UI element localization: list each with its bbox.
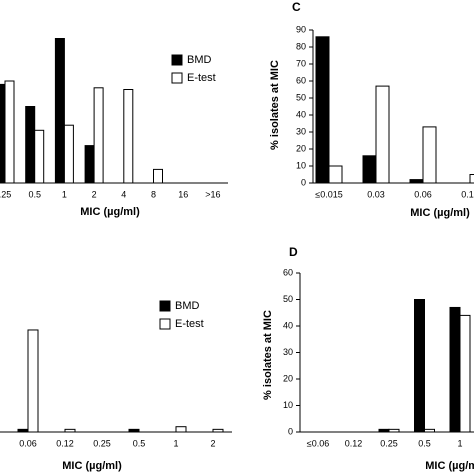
- bar: [409, 179, 424, 184]
- legend-label: E-test: [175, 318, 204, 330]
- bar: [469, 174, 474, 184]
- bar: [27, 329, 39, 433]
- x-tick-label: 1: [62, 189, 67, 199]
- x-tick-label: 0.5: [133, 438, 146, 448]
- bar: [64, 428, 76, 433]
- bar: [375, 85, 390, 184]
- y-tick-label: 40: [283, 320, 293, 330]
- bar: [212, 428, 224, 433]
- bar: [449, 306, 461, 433]
- y-axis-title: % isolates at MIC: [269, 60, 281, 150]
- bar: [4, 80, 15, 184]
- x-tick-label: 1: [457, 438, 462, 448]
- panel-label: C: [292, 0, 301, 14]
- x-tick-label: 0.25: [93, 438, 111, 448]
- y-tick-label: 20: [283, 373, 293, 383]
- x-tick-label: >16: [205, 189, 220, 199]
- x-tick-label: 2: [92, 189, 97, 199]
- bar: [362, 155, 377, 184]
- y-tick-label: 60: [296, 75, 306, 85]
- x-tick-label: .25: [0, 189, 11, 199]
- bar: [378, 428, 390, 433]
- y-tick-label: 10: [283, 400, 293, 410]
- bar: [34, 129, 45, 184]
- y-tick-label: 10: [296, 160, 306, 170]
- bar: [422, 126, 437, 184]
- x-tick-label: 0.12: [56, 438, 74, 448]
- bar: [424, 428, 435, 433]
- x-tick-label: 16: [178, 189, 188, 199]
- bar: [17, 428, 29, 433]
- x-axis-title: MIC (µg/ml): [425, 460, 474, 472]
- x-tick-label: 4: [121, 189, 126, 199]
- x-tick-label: 8: [151, 189, 156, 199]
- bar: [175, 426, 187, 433]
- y-tick-label: 80: [296, 41, 306, 51]
- bar: [328, 165, 343, 184]
- y-tick-label: 20: [296, 143, 306, 153]
- y-tick-label: 30: [283, 347, 293, 357]
- bar: [128, 428, 140, 433]
- bar: [54, 38, 65, 184]
- y-tick-label: 50: [283, 294, 293, 304]
- bar: [84, 145, 95, 184]
- bar: [0, 83, 6, 184]
- y-axis-title: % isolates at MIC: [262, 310, 274, 400]
- legend-swatch: [171, 72, 183, 84]
- x-tick-label: 1: [173, 438, 178, 448]
- x-tick-label: ≤0.06: [307, 438, 329, 448]
- legend-swatch: [159, 300, 171, 312]
- bar: [25, 106, 36, 184]
- x-tick-label: 0.25: [380, 438, 398, 448]
- y-tick-label: 30: [296, 126, 306, 136]
- y-tick-label: 50: [296, 92, 306, 102]
- legend-label: BMD: [175, 300, 200, 312]
- bar: [63, 124, 74, 184]
- x-tick-label: 0.12: [461, 189, 474, 199]
- x-tick-label: 0.12: [345, 438, 363, 448]
- y-tick-label: 70: [296, 58, 306, 68]
- x-tick-label: 2: [210, 438, 215, 448]
- x-tick-label: 0.03: [367, 189, 385, 199]
- bar: [459, 314, 471, 433]
- x-tick-label: 0.5: [418, 438, 431, 448]
- bar: [315, 36, 330, 184]
- y-tick-label: 0: [301, 177, 306, 187]
- legend-swatch: [171, 54, 183, 66]
- x-tick-label: 0.06: [414, 189, 432, 199]
- x-tick-label: 0.5: [28, 189, 41, 199]
- bar: [123, 89, 134, 184]
- y-tick-label: 90: [296, 24, 306, 34]
- x-axis-title: MIC (µg/ml): [80, 206, 140, 218]
- bar: [93, 87, 104, 184]
- panel-label: D: [289, 245, 298, 259]
- legend-label: BMD: [187, 54, 212, 66]
- x-tick-label: ≤0.015: [315, 189, 342, 199]
- x-tick-label: 0.06: [19, 438, 37, 448]
- y-tick-label: 40: [296, 109, 306, 119]
- legend-swatch: [159, 318, 171, 330]
- x-axis-title: MIC (µg/ml): [410, 207, 470, 219]
- y-tick-label: 60: [283, 267, 293, 277]
- legend-label: E-test: [187, 72, 216, 84]
- bar: [153, 168, 163, 184]
- bar: [414, 299, 425, 433]
- bar: [388, 428, 400, 433]
- y-tick-label: 0: [288, 426, 293, 436]
- x-axis-title: MIC (µg/ml): [62, 460, 122, 472]
